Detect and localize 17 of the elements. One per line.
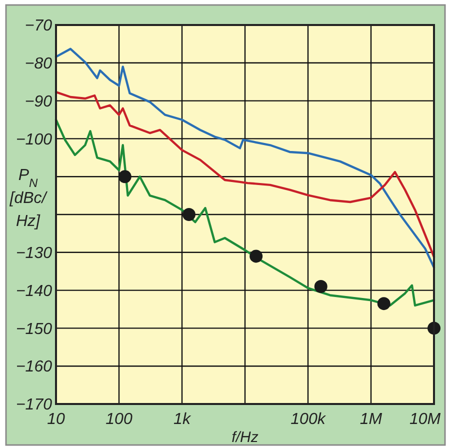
x-tick-label: 10 xyxy=(47,411,65,428)
y-tick-label: −80 xyxy=(24,56,52,72)
y-tick-label: −130 xyxy=(16,245,52,262)
y-axis-title: P$_{N}$ [dBc/Hz] xyxy=(8,167,48,230)
x-tick-label: 10M xyxy=(409,411,442,428)
x-tick-label: 100k xyxy=(290,411,326,428)
x-tick-label: 1M xyxy=(360,411,383,428)
y-tick-label: −170 xyxy=(16,396,52,414)
x-tick-label: 1k xyxy=(174,411,192,428)
x-axis-title: f/Hz xyxy=(232,429,259,446)
y-tick-label: −150 xyxy=(16,320,52,338)
y-tick-label: −140 xyxy=(16,282,52,300)
y-tick-label: −100 xyxy=(16,131,52,148)
y-tick-label: −160 xyxy=(16,358,52,376)
x-tick-label: 100 xyxy=(106,411,132,428)
y-tick-label: −90 xyxy=(24,93,52,110)
y-tick-label: −70 xyxy=(24,18,52,35)
